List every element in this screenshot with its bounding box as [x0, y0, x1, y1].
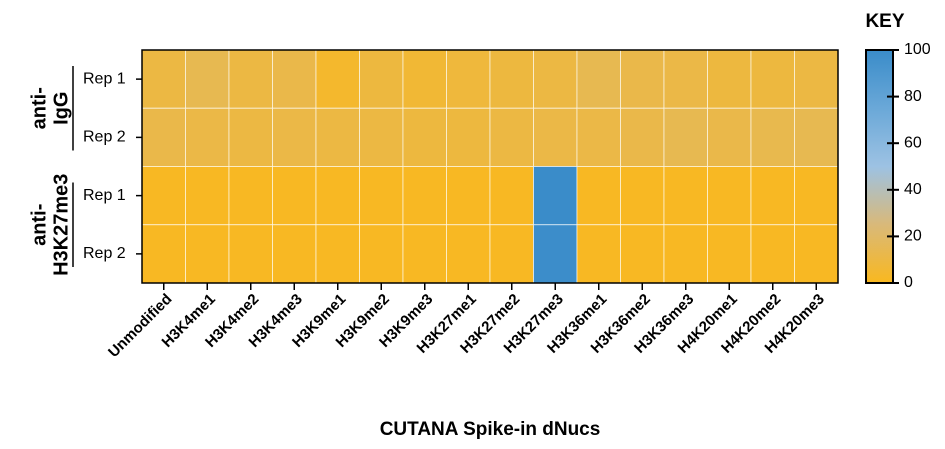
heatmap-cell: [576, 107, 621, 167]
heatmap-cell: [489, 107, 534, 167]
heatmap-cell: [402, 49, 447, 109]
row-label: Rep 1: [83, 187, 126, 204]
group-label: anti-: [28, 204, 50, 246]
heatmap-cell: [663, 49, 708, 109]
colorbar-tick-label: 40: [904, 181, 922, 198]
heatmap-cell: [185, 224, 230, 284]
heatmap-cell: [576, 224, 621, 284]
heatmap-cell: [272, 107, 317, 167]
heatmap-cell: [402, 107, 447, 167]
heatmap-cell: [707, 49, 752, 109]
heatmap-cell: [446, 166, 491, 226]
heatmap-cell: [794, 107, 839, 167]
group-label: H3K27me3: [50, 174, 72, 276]
heatmap-cell: [794, 224, 839, 284]
heatmap-cell: [315, 49, 360, 109]
colorbar-tick-label: 80: [904, 88, 922, 105]
heatmap-cell: [446, 224, 491, 284]
heatmap-cell: [141, 107, 186, 167]
heatmap-cell: [707, 224, 752, 284]
heatmap-cell: [359, 49, 404, 109]
heatmap-cell: [315, 224, 360, 284]
heatmap-cell: [620, 49, 665, 109]
heatmap-cell: [533, 107, 578, 167]
heatmap-cell: [402, 166, 447, 226]
heatmap-cell: [489, 224, 534, 284]
heatmap-cell: [359, 107, 404, 167]
heatmap-cell: [228, 49, 273, 109]
heatmap-cell: [446, 107, 491, 167]
heatmap-cell: [185, 49, 230, 109]
heatmap-cell: [707, 166, 752, 226]
heatmap-cell: [533, 166, 578, 226]
heatmap-cell: [272, 224, 317, 284]
colorbar-title: KEY: [865, 11, 904, 32]
colorbar: [865, 49, 894, 284]
heatmap-cell: [663, 107, 708, 167]
heatmap-cell: [620, 166, 665, 226]
heatmap-cell: [794, 166, 839, 226]
colorbar-tick-label: 0: [904, 274, 913, 291]
heatmap-cell: [402, 224, 447, 284]
row-label: Rep 2: [83, 245, 126, 262]
colorbar-tick-label: 60: [904, 134, 922, 151]
heatmap-cell: [272, 166, 317, 226]
heatmap-cell: [620, 224, 665, 284]
row-label: Rep 1: [83, 70, 126, 87]
heatmap-cell: [533, 224, 578, 284]
heatmap-cell: [576, 49, 621, 109]
heatmap-cell: [620, 107, 665, 167]
heatmap-cell: [228, 107, 273, 167]
group-label: IgG: [50, 92, 72, 125]
group-label: anti-: [28, 87, 50, 129]
heatmap-cell: [315, 166, 360, 226]
heatmap-cell: [141, 224, 186, 284]
row-label: Rep 2: [83, 129, 126, 146]
heatmap-cell: [228, 166, 273, 226]
heatmap-cell: [750, 166, 795, 226]
heatmap-cell: [794, 49, 839, 109]
heatmap-cell: [228, 224, 273, 284]
heatmap-cell: [185, 107, 230, 167]
colorbar-tick-label: 100: [904, 41, 931, 58]
heatmap-cell: [576, 166, 621, 226]
x-tick-label: Unmodified: [105, 291, 175, 361]
heatmap-cell: [141, 166, 186, 226]
heatmap-cell: [663, 224, 708, 284]
x-axis-title: CUTANA Spike-in dNucs: [380, 419, 601, 440]
heatmap-cell: [141, 49, 186, 109]
colorbar-tick-label: 20: [904, 228, 922, 245]
heatmap-cell: [359, 224, 404, 284]
heatmap-cell: [663, 166, 708, 226]
heatmap-cell: [315, 107, 360, 167]
heatmap-cell: [359, 166, 404, 226]
plot-border: [141, 49, 839, 284]
heatmap-cell: [750, 49, 795, 109]
heatmap-cell: [489, 49, 534, 109]
heatmap-cell: [489, 166, 534, 226]
heatmap-cell: [185, 166, 230, 226]
heatmap-cell: [750, 224, 795, 284]
heatmap-cell: [446, 49, 491, 109]
heatmap-cell: [272, 49, 317, 109]
heatmap-cell: [750, 107, 795, 167]
heatmap-cell: [533, 49, 578, 109]
heatmap-cell: [707, 107, 752, 167]
